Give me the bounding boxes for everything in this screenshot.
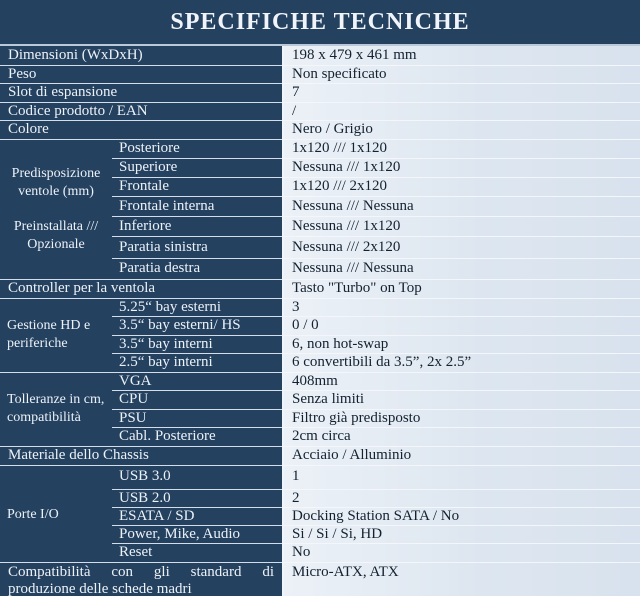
table-row: Power, Mike, Audio Si / Si / Si, HD: [0, 525, 640, 544]
row-value: Nessuna /// Nessuna: [282, 196, 640, 217]
table-row: Paratia sinistra Nessuna /// 2x120: [0, 236, 640, 259]
table-row: Reset No: [0, 543, 640, 563]
table-row: USB 2.0 2: [0, 489, 640, 508]
row-value: Non specificato: [282, 65, 640, 84]
row-value: Acciaio / Alluminio: [282, 446, 640, 466]
row-value: Nessuna /// Nessuna: [282, 258, 640, 280]
row-label: Codice prodotto / EAN: [0, 102, 283, 121]
sub-label: Frontale interna: [112, 196, 283, 217]
sub-label: 3.5“ bay interni: [112, 335, 283, 354]
row-value: 198 x 479 x 461 mm: [282, 46, 640, 66]
table-row: Dimensioni (WxDxH) 198 x 479 x 461 mm: [0, 46, 640, 66]
sub-label: VGA: [112, 372, 283, 391]
table-row: 3.5“ bay esterni/ HS 0 / 0: [0, 316, 640, 336]
row-value: 6, non hot-swap: [282, 335, 640, 354]
sub-label: Frontale: [112, 177, 283, 197]
sub-label: CPU: [112, 390, 283, 410]
table-row: Tolleranze in cm, compatibilità VGA 408m…: [0, 372, 640, 447]
table-row: Cabl. Posteriore 2cm circa: [0, 427, 640, 447]
row-value: Nero / Grigio: [282, 120, 640, 140]
sub-label: Posteriore: [112, 139, 283, 159]
row-value: 2: [282, 489, 640, 508]
table-row: Frontale interna Nessuna /// Nessuna: [0, 196, 640, 217]
table-row: Frontale 1x120 /// 2x120: [0, 177, 640, 197]
table-row: PSU Filtro già predisposto: [0, 409, 640, 428]
table-row: Predisposizione ventole (mm) Preinstalla…: [0, 139, 640, 280]
row-label: Controller per la ventola: [0, 279, 283, 299]
row-value: Senza limiti: [282, 390, 640, 410]
sub-label: Inferiore: [112, 216, 283, 237]
table-row: Inferiore Nessuna /// 1x120: [0, 216, 640, 237]
table-row: CPU Senza limiti: [0, 390, 640, 410]
table-row: 2.5“ bay interni 6 convertibili da 3.5”,…: [0, 353, 640, 373]
table-row: Gestione HD e periferiche 5.25“ bay este…: [0, 298, 640, 373]
sub-label: Paratia destra: [112, 258, 283, 280]
group-label-ventole-top: Predisposizione ventole (mm): [11, 165, 101, 199]
row-label: Dimensioni (WxDxH): [0, 46, 283, 66]
row-value: 3: [282, 298, 640, 317]
row-label: Compatibilità con gli standard di produz…: [0, 562, 283, 596]
row-value: 1: [282, 465, 640, 490]
sub-label: ESATA / SD: [112, 507, 283, 526]
sub-label: USB 2.0: [112, 489, 283, 508]
table-row: Paratia destra Nessuna /// Nessuna: [0, 258, 640, 280]
table-row: Slot di espansione 7: [0, 83, 640, 103]
sub-label: Paratia sinistra: [112, 236, 283, 259]
row-value: Tasto "Turbo" on Top: [282, 279, 640, 299]
sub-label: Reset: [112, 543, 283, 563]
sub-label: Cabl. Posteriore: [112, 427, 283, 447]
sub-label: 3.5“ bay esterni/ HS: [112, 316, 283, 336]
group-label-porte: Porte I/O: [0, 465, 112, 563]
table-row: Porte I/O USB 3.0 1: [0, 465, 640, 563]
sub-label: USB 3.0: [112, 465, 283, 490]
group-label-ventole: Predisposizione ventole (mm) Preinstalla…: [0, 139, 112, 280]
row-value: Nessuna /// 2x120: [282, 236, 640, 259]
row-value: Nessuna /// 1x120: [282, 158, 640, 178]
sub-label: 2.5“ bay interni: [112, 353, 283, 373]
row-value: /: [282, 102, 640, 121]
row-value: Micro-ATX, ATX: [282, 562, 640, 596]
table-row: Superiore Nessuna /// 1x120: [0, 158, 640, 178]
table-row: Peso Non specificato: [0, 65, 640, 84]
sub-label: PSU: [112, 409, 283, 428]
sub-label: 5.25“ bay esterni: [112, 298, 283, 317]
spec-table: Dimensioni (WxDxH) 198 x 479 x 461 mm Pe…: [0, 46, 640, 596]
sub-label: Superiore: [112, 158, 283, 178]
table-row: Colore Nero / Grigio: [0, 120, 640, 140]
row-label: Slot di espansione: [0, 83, 283, 103]
table-row: Controller per la ventola Tasto "Turbo" …: [0, 279, 640, 299]
row-label: Colore: [0, 120, 283, 140]
row-value: 1x120 /// 2x120: [282, 177, 640, 197]
table-row: ESATA / SD Docking Station SATA / No: [0, 507, 640, 526]
row-label: Peso: [0, 65, 283, 84]
group-label-gestione: Gestione HD e periferiche: [0, 298, 112, 373]
row-value: 7: [282, 83, 640, 103]
table-row: Compatibilità con gli standard di produz…: [0, 562, 640, 596]
row-value: No: [282, 543, 640, 563]
page-title: SPECIFICHE TECNICHE: [170, 8, 470, 35]
row-value: Filtro già predisposto: [282, 409, 640, 428]
row-value: 1x120 /// 1x120: [282, 139, 640, 159]
row-value: Docking Station SATA / No: [282, 507, 640, 526]
row-value: Si / Si / Si, HD: [282, 525, 640, 544]
sub-label: Power, Mike, Audio: [112, 525, 283, 544]
row-value: 408mm: [282, 372, 640, 391]
row-label: Materiale dello Chassis: [0, 446, 283, 466]
group-label-ventole-bottom: Preinstallata /// Opzionale: [13, 218, 99, 252]
group-label-tolleranze: Tolleranze in cm, compatibilità: [0, 372, 112, 447]
row-value: 0 / 0: [282, 316, 640, 336]
table-row: Codice prodotto / EAN /: [0, 102, 640, 121]
row-value: Nessuna /// 1x120: [282, 216, 640, 237]
title-bar: SPECIFICHE TECNICHE: [0, 0, 640, 46]
table-row: 3.5“ bay interni 6, non hot-swap: [0, 335, 640, 354]
table-row: Materiale dello Chassis Acciaio / Allumi…: [0, 446, 640, 466]
row-value: 6 convertibili da 3.5”, 2x 2.5”: [282, 353, 640, 373]
row-value: 2cm circa: [282, 427, 640, 447]
